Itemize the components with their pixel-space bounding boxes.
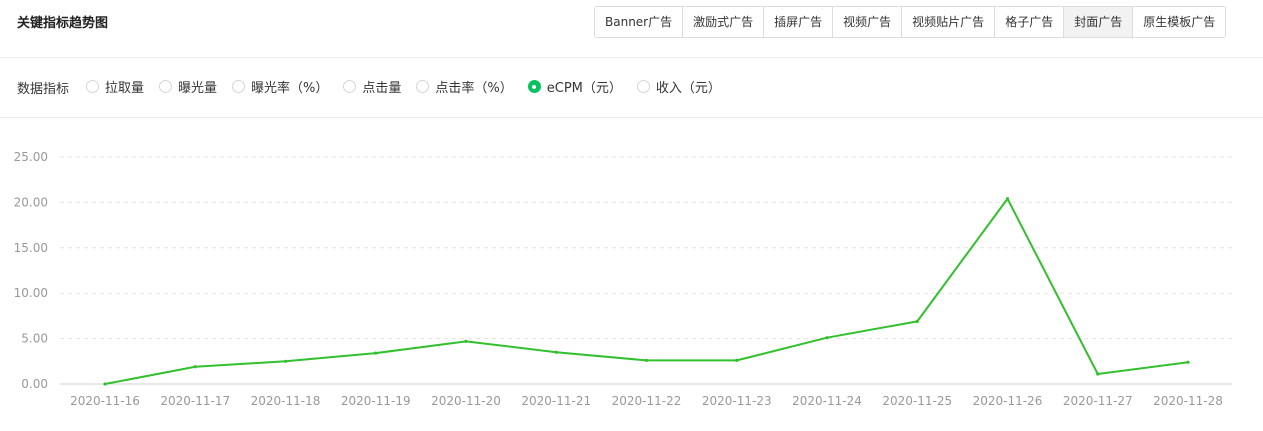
radio-circle[interactable] [343,80,357,93]
radio-circle[interactable] [86,80,99,93]
data-point [735,358,739,362]
radio-label: 曝光率（%） [251,81,329,96]
x-tick-label: 2020-11-16 [70,394,140,408]
ad-type-tabs: Banner广告 激励式广告 插屏广告 视频广告 视频贴片广告 格子广告 封面广… [594,6,1227,38]
data-point [193,365,197,369]
radio-circle[interactable] [159,80,173,93]
x-tick-label: 2020-11-17 [160,394,230,408]
page-title: 关键指标趋势图 [17,16,109,31]
tab-grid-ad[interactable]: 格子广告 [994,7,1064,37]
data-point [103,382,107,386]
ecpm-line-chart: 0.00 5.00 10.00 15.00 20.00 25.00 2020-11-16 20… [14,150,1232,408]
data-point [915,319,919,323]
tab-native-template-ad[interactable]: 原生模板广告 [1132,7,1226,37]
radio-label: 收入（元） [655,81,721,96]
chart-header: 关键指标趋势图 Banner广告 激励式广告 插屏广告 视频广告 视频贴片广告 … [0,0,1263,58]
tab-banner-ad[interactable]: Banner广告 [595,7,683,37]
radio-click-rate[interactable]: 点击率（%） [416,77,513,96]
radio-label: eCPM（元） [546,81,622,96]
radio-label: 点击量 [362,81,402,96]
radio-impressions[interactable]: 曝光量 [159,77,217,96]
x-tick-label: 2020-11-21 [521,394,591,408]
x-tick-label: 2020-11-19 [341,394,411,408]
metric-radio-group: 拉取量 曝光量 曝光率（%） 点击量 点击率（%） eCPM（元） 收入（元） [86,77,736,96]
radio-circle[interactable] [527,80,541,93]
tab-video-ad[interactable]: 视频广告 [832,7,902,37]
data-point [283,359,288,363]
radio-label: 拉取量 [105,81,145,96]
radio-impression-rate[interactable]: 曝光率（%） [232,77,328,96]
y-tick-label: 0.00 [21,377,48,391]
metric-filter: 数据指标 拉取量 曝光量 曝光率（%） 点击量 点击率（%） eCPM（元） 收… [0,58,1263,118]
y-tick-label: 20.00 [14,195,48,209]
radio-clicks[interactable]: 点击量 [343,77,401,96]
y-tick-label: 10.00 [14,286,48,300]
metric-filter-label: 数据指标 [17,82,70,97]
y-tick-label: 5.00 [21,332,48,346]
tab-video-patch-ad[interactable]: 视频贴片广告 [901,7,995,37]
radio-label: 曝光量 [178,81,218,96]
x-tick-label: 2020-11-25 [882,394,952,408]
data-point [1096,372,1100,376]
tab-rewarded-ad[interactable]: 激励式广告 [682,7,764,37]
radio-circle[interactable] [416,80,430,93]
radio-pull-count[interactable]: 拉取量 [86,77,144,96]
radio-circle[interactable] [232,80,246,93]
data-point [374,351,378,355]
radio-label: 点击率（%） [435,81,513,96]
x-tick-label: 2020-11-20 [431,394,501,408]
data-point [554,350,558,354]
tab-interstitial-ad[interactable]: 插屏广告 [763,7,833,37]
tab-cover-ad[interactable]: 封面广告 [1063,7,1133,37]
radio-revenue[interactable]: 收入（元） [636,77,721,96]
radio-ecpm[interactable]: eCPM（元） [527,77,622,96]
data-point [464,339,468,343]
y-tick-label: 15.00 [14,241,48,255]
x-tick-label: 2020-11-24 [792,394,862,408]
data-point [825,336,829,340]
x-tick-label: 2020-11-26 [973,394,1043,408]
series-line [104,197,1189,385]
x-tick-label: 2020-11-22 [612,394,682,408]
data-point [1186,360,1190,364]
x-tick-label: 2020-11-18 [251,394,321,408]
data-point [644,358,649,362]
y-tick-label: 25.00 [14,150,48,164]
data-point [1005,197,1010,201]
x-tick-label: 2020-11-28 [1153,394,1223,408]
x-tick-label: 2020-11-23 [702,394,772,408]
radio-circle[interactable] [636,80,650,93]
x-tick-label: 2020-11-27 [1063,394,1133,408]
